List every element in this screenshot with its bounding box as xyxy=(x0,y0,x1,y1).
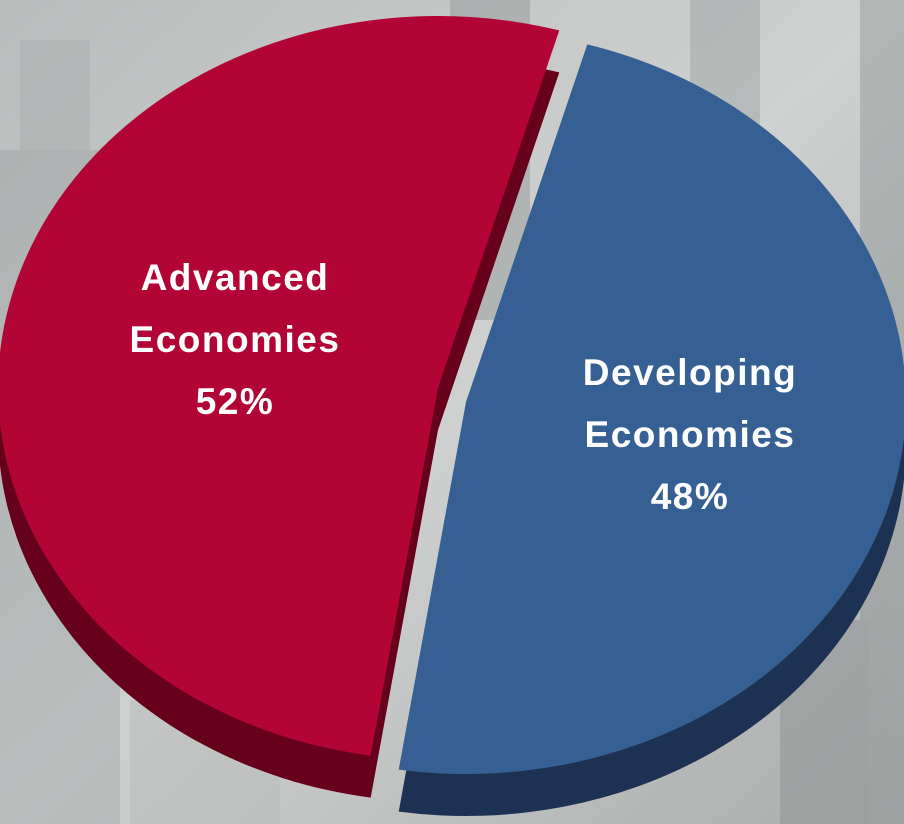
category-label: Developing Economies xyxy=(582,352,798,455)
category-label: Advanced Economies xyxy=(129,257,341,360)
slice xyxy=(0,16,560,756)
value-label: 48% xyxy=(650,476,730,517)
slice-label: Advanced Economies 52% xyxy=(95,247,375,433)
slice xyxy=(398,44,904,774)
value-label: 52% xyxy=(195,381,275,422)
slice-label: Developing Economies 48% xyxy=(550,342,830,528)
